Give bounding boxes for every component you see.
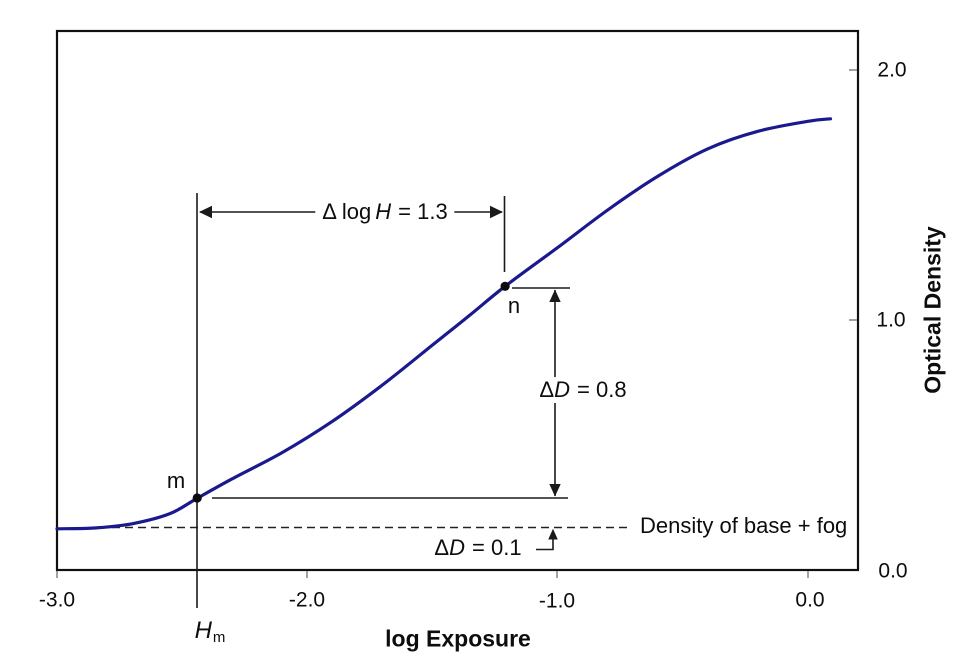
y-tick-label-2: 2.0 [877,58,907,82]
arrowhead-right-icon [490,205,503,219]
delta-log-h-annotation: Δ log H = 1.3 [315,199,455,225]
x-tick-label-minus3: -3.0 [38,588,76,612]
plot-border [55,29,860,572]
y-tick-label-1: 1.0 [876,308,906,332]
delta-d-toe-value: = 0.1 [472,535,522,560]
x-tick-label-minus1: -1.0 [538,589,576,613]
delta-log-h-value: = 1.3 [398,199,448,224]
y-axis-title: Optical Density [919,226,946,394]
delta-d-toe-connector [536,538,554,551]
x-tick-label-zero: 0.0 [795,588,825,612]
delta-d-mid-variable: D [554,377,571,402]
x-axis-title: log Exposure [385,625,531,652]
arrowhead-up-icon [549,289,561,302]
arrowhead-left-icon [199,205,212,219]
arrowhead-up-small-icon [548,528,558,540]
x-tick-label-minus2: -2.0 [288,588,326,612]
delta-d-mid-annotation: ΔD = 0.8 [532,377,634,403]
point-m-label: m [166,468,186,493]
point-m-dot [192,493,202,503]
point-n-label: n [507,293,521,318]
delta-d-toe-prefix: Δ [434,535,450,560]
characteristic-curve-line [55,117,833,531]
delta-log-h-variable: H [375,199,392,224]
point-n-dot [500,281,510,291]
delta-d-toe-annotation: ΔD = 0.1 [434,537,521,559]
delta-d-toe-variable: D [449,535,466,560]
delta-log-h-prefix: Δ log [322,199,372,224]
arrowhead-down-icon [549,484,561,497]
hm-variable: H [194,617,212,644]
y-tick-label-0: 0.0 [878,559,908,583]
hm-subscript: m [212,629,226,646]
base-fog-label: Density of base + fog [640,513,848,538]
delta-d-mid-value: = 0.8 [577,377,627,402]
axis-ticks [56,69,857,578]
hm-label: Hm [194,617,226,646]
delta-d-mid-prefix: Δ [539,377,555,402]
